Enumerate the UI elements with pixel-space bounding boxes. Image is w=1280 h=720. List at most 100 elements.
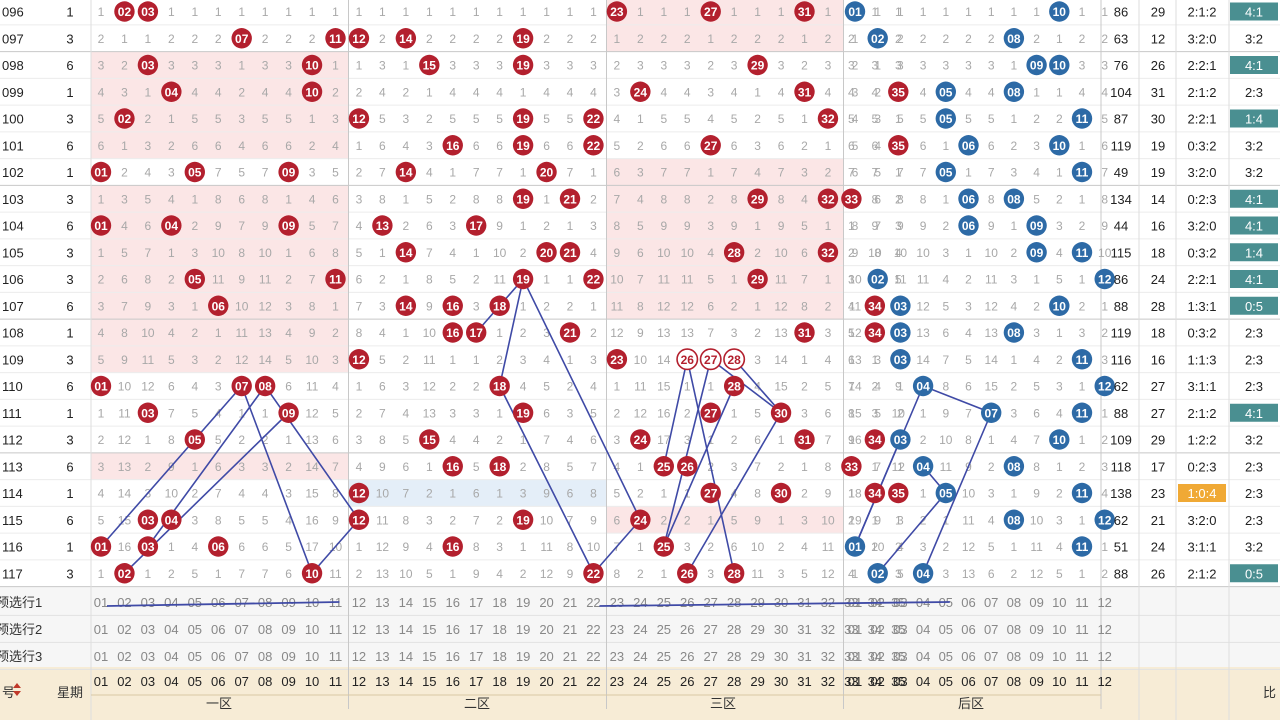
select-red-number[interactable]: 26 bbox=[680, 595, 694, 610]
select-red-number[interactable]: 35 bbox=[891, 622, 905, 637]
select-red-number[interactable]: 12 bbox=[352, 649, 366, 664]
select-blue-number[interactable]: 04 bbox=[916, 649, 930, 664]
select-red-number[interactable]: 21 bbox=[563, 622, 577, 637]
select-red-number[interactable]: 06 bbox=[211, 649, 225, 664]
select-red-number[interactable]: 27 bbox=[703, 649, 717, 664]
select-red-number[interactable]: 14 bbox=[399, 622, 413, 637]
select-blue-number[interactable]: 01 bbox=[848, 622, 862, 637]
select-red-number[interactable]: 26 bbox=[680, 649, 694, 664]
select-red-number[interactable]: 19 bbox=[516, 595, 530, 610]
select-red-number[interactable]: 06 bbox=[211, 595, 225, 610]
select-red-number[interactable]: 05 bbox=[188, 649, 202, 664]
select-red-number[interactable]: 11 bbox=[329, 649, 343, 664]
select-red-number[interactable]: 17 bbox=[469, 649, 483, 664]
select-red-number[interactable]: 15 bbox=[422, 595, 436, 610]
select-red-number[interactable]: 03 bbox=[141, 595, 155, 610]
select-red-number[interactable]: 34 bbox=[868, 649, 882, 664]
select-red-number[interactable]: 10 bbox=[305, 649, 319, 664]
select-red-number[interactable]: 03 bbox=[141, 622, 155, 637]
select-blue-number[interactable]: 10 bbox=[1052, 595, 1066, 610]
select-blue-number[interactable]: 10 bbox=[1052, 649, 1066, 664]
select-red-number[interactable]: 06 bbox=[211, 622, 225, 637]
select-red-number[interactable]: 33 bbox=[844, 622, 858, 637]
select-blue-number[interactable]: 07 bbox=[984, 649, 998, 664]
select-blue-number[interactable]: 09 bbox=[1029, 649, 1043, 664]
select-blue-number[interactable]: 12 bbox=[1097, 595, 1111, 610]
select-red-number[interactable]: 23 bbox=[610, 595, 624, 610]
select-red-number[interactable]: 11 bbox=[329, 622, 343, 637]
select-red-number[interactable]: 18 bbox=[492, 622, 506, 637]
select-red-number[interactable]: 24 bbox=[633, 649, 647, 664]
select-red-number[interactable]: 16 bbox=[446, 649, 460, 664]
select-red-number[interactable]: 01 bbox=[94, 595, 108, 610]
select-blue-number[interactable]: 06 bbox=[961, 649, 975, 664]
select-red-number[interactable]: 14 bbox=[399, 649, 413, 664]
select-red-number[interactable]: 04 bbox=[164, 622, 178, 637]
select-blue-number[interactable]: 12 bbox=[1097, 622, 1111, 637]
select-red-number[interactable]: 22 bbox=[586, 649, 600, 664]
select-red-number[interactable]: 29 bbox=[750, 622, 764, 637]
select-red-number[interactable]: 09 bbox=[281, 649, 295, 664]
select-red-number[interactable]: 22 bbox=[586, 595, 600, 610]
select-red-number[interactable]: 08 bbox=[258, 622, 272, 637]
select-red-number[interactable]: 25 bbox=[657, 595, 671, 610]
select-red-number[interactable]: 30 bbox=[774, 595, 788, 610]
select-blue-number[interactable]: 03 bbox=[893, 649, 907, 664]
select-blue-number[interactable]: 11 bbox=[1075, 622, 1089, 637]
select-red-number[interactable]: 02 bbox=[117, 595, 131, 610]
select-red-number[interactable]: 27 bbox=[703, 622, 717, 637]
select-red-number[interactable]: 31 bbox=[797, 595, 811, 610]
select-red-number[interactable]: 21 bbox=[563, 595, 577, 610]
select-red-number[interactable]: 25 bbox=[657, 649, 671, 664]
select-red-number[interactable]: 21 bbox=[563, 649, 577, 664]
select-red-number[interactable]: 18 bbox=[492, 649, 506, 664]
select-red-number[interactable]: 31 bbox=[797, 649, 811, 664]
select-blue-number[interactable]: 04 bbox=[916, 622, 930, 637]
select-red-number[interactable]: 05 bbox=[188, 622, 202, 637]
select-red-number[interactable]: 13 bbox=[375, 649, 389, 664]
select-red-number[interactable]: 07 bbox=[234, 595, 248, 610]
select-red-number[interactable]: 18 bbox=[492, 595, 506, 610]
select-red-number[interactable]: 09 bbox=[281, 622, 295, 637]
select-red-number[interactable]: 20 bbox=[539, 595, 553, 610]
select-red-number[interactable]: 19 bbox=[516, 622, 530, 637]
select-red-number[interactable]: 23 bbox=[610, 649, 624, 664]
select-blue-number[interactable]: 03 bbox=[893, 622, 907, 637]
select-blue-number[interactable]: 05 bbox=[939, 622, 953, 637]
select-red-number[interactable]: 17 bbox=[469, 622, 483, 637]
select-blue-number[interactable]: 06 bbox=[961, 595, 975, 610]
select-red-number[interactable]: 23 bbox=[610, 622, 624, 637]
select-red-number[interactable]: 05 bbox=[188, 595, 202, 610]
select-blue-number[interactable]: 07 bbox=[984, 622, 998, 637]
select-red-number[interactable]: 08 bbox=[258, 649, 272, 664]
select-red-number[interactable]: 22 bbox=[586, 622, 600, 637]
select-red-number[interactable]: 19 bbox=[516, 649, 530, 664]
sort-arrows-icon[interactable] bbox=[13, 683, 21, 696]
select-red-number[interactable]: 14 bbox=[399, 595, 413, 610]
select-red-number[interactable]: 28 bbox=[727, 622, 741, 637]
select-red-number[interactable]: 32 bbox=[821, 622, 835, 637]
header-period[interactable]: 号 bbox=[2, 685, 15, 700]
select-blue-number[interactable]: 08 bbox=[1007, 649, 1021, 664]
select-blue-number[interactable]: 11 bbox=[1075, 595, 1089, 610]
select-red-number[interactable]: 28 bbox=[727, 595, 741, 610]
select-red-number[interactable]: 02 bbox=[117, 622, 131, 637]
select-red-number[interactable]: 25 bbox=[657, 622, 671, 637]
select-blue-number[interactable]: 09 bbox=[1029, 595, 1043, 610]
select-red-number[interactable]: 13 bbox=[375, 595, 389, 610]
select-blue-number[interactable]: 08 bbox=[1007, 595, 1021, 610]
select-red-number[interactable]: 17 bbox=[469, 595, 483, 610]
select-red-number[interactable]: 15 bbox=[422, 622, 436, 637]
select-red-number[interactable]: 13 bbox=[375, 622, 389, 637]
select-red-number[interactable]: 32 bbox=[821, 649, 835, 664]
select-red-number[interactable]: 29 bbox=[750, 595, 764, 610]
select-red-number[interactable]: 24 bbox=[633, 622, 647, 637]
select-blue-number[interactable]: 02 bbox=[870, 649, 884, 664]
select-blue-number[interactable]: 02 bbox=[870, 622, 884, 637]
select-blue-number[interactable]: 06 bbox=[961, 622, 975, 637]
select-red-number[interactable]: 07 bbox=[234, 649, 248, 664]
select-blue-number[interactable]: 05 bbox=[939, 649, 953, 664]
select-blue-number[interactable]: 08 bbox=[1007, 622, 1021, 637]
select-red-number[interactable]: 30 bbox=[774, 622, 788, 637]
select-red-number[interactable]: 15 bbox=[422, 649, 436, 664]
